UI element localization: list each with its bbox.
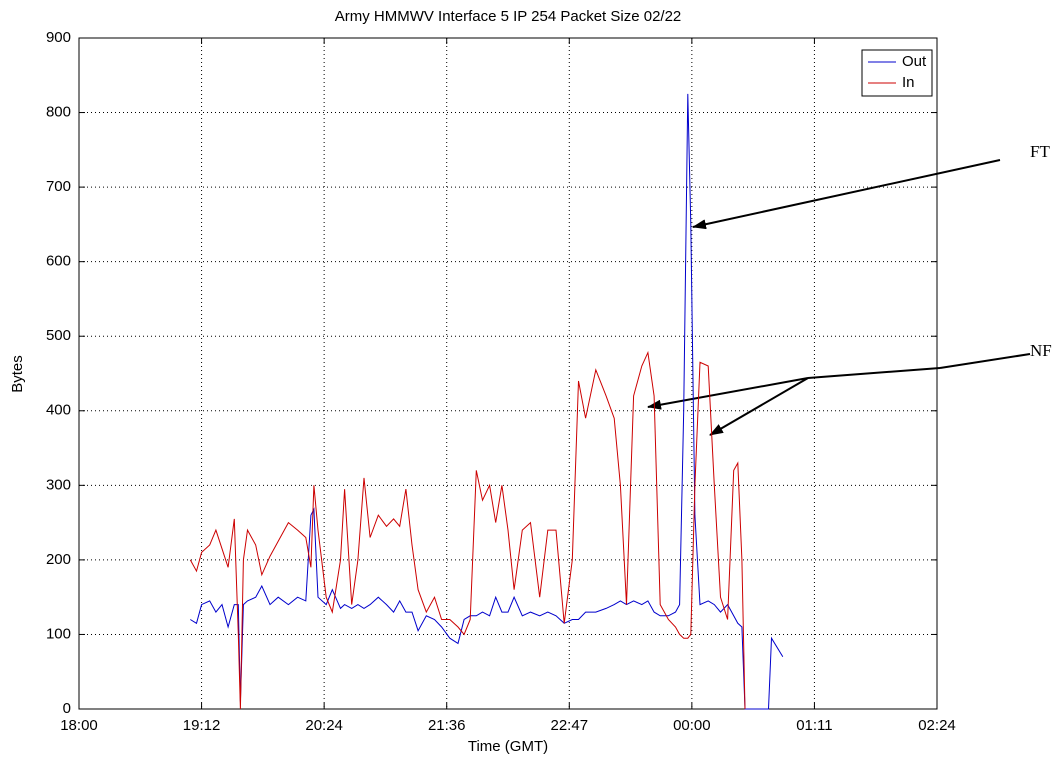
- annotation-arrow: [709, 377, 809, 436]
- y-tick-label: 400: [46, 402, 71, 419]
- legend-label: In: [902, 74, 915, 91]
- y-tick-label: 100: [46, 625, 71, 642]
- line-series: [189, 350, 746, 710]
- plot-frame: [78, 37, 938, 710]
- y-tick-label: 700: [46, 178, 71, 195]
- annotation-arrow: [807, 367, 941, 379]
- y-tick-label: 200: [46, 551, 71, 568]
- x-tick-label: 00:00: [673, 717, 711, 734]
- y-tick-label: 500: [46, 327, 71, 344]
- y-tick-label: 900: [46, 29, 71, 46]
- y-tick-label: 600: [46, 253, 71, 270]
- x-tick-label: 19:12: [183, 717, 221, 734]
- annotation: NF: [1030, 341, 1052, 360]
- x-axis-label: Time (GMT): [468, 738, 548, 755]
- legend-box: [861, 49, 933, 97]
- y-tick-label: 0: [63, 700, 71, 717]
- annotation: FT: [1030, 142, 1050, 161]
- x-tick-label: 21:36: [428, 717, 466, 734]
- chart-title: Army HMMWV Interface 5 IP 254 Packet Siz…: [335, 8, 682, 25]
- line-series: [190, 93, 784, 710]
- x-tick-label: 18:00: [60, 717, 98, 734]
- annotation-arrow: [647, 377, 809, 410]
- y-axis-label: Bytes: [9, 355, 26, 393]
- x-tick-label: 20:24: [305, 717, 343, 734]
- annotation-arrow: [939, 353, 1031, 369]
- x-tick-label: 22:47: [551, 717, 589, 734]
- y-tick-label: 800: [46, 104, 71, 121]
- legend-label: Out: [902, 53, 927, 70]
- x-tick-label: 01:11: [796, 717, 832, 734]
- annotation-arrow: [692, 159, 1001, 230]
- x-tick-label: 02:24: [918, 717, 956, 734]
- y-tick-label: 300: [46, 476, 71, 493]
